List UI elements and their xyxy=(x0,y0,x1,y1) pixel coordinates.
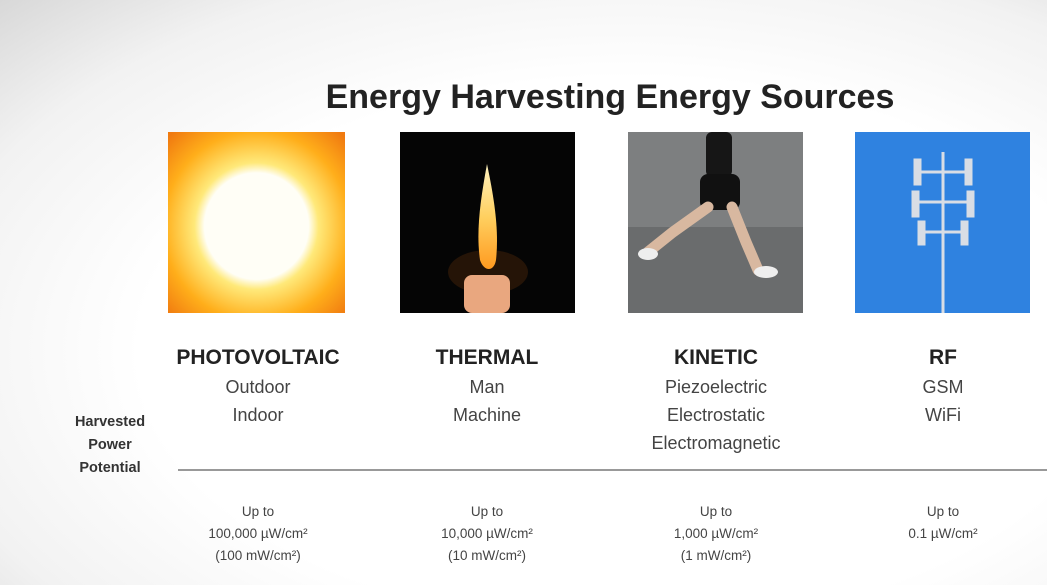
source-item: GSM xyxy=(922,377,964,397)
power-text: 100,000 µW/cm² xyxy=(208,526,308,541)
divider xyxy=(178,469,1047,471)
power-text: 10,000 µW/cm² xyxy=(441,526,533,541)
source-name: RF xyxy=(929,346,957,369)
power-text: 1,000 µW/cm² xyxy=(673,526,759,541)
power-text: (1 mW/cm²) xyxy=(680,548,752,563)
power-text: Up to xyxy=(241,504,275,519)
candle-image xyxy=(400,132,575,313)
power-text: (10 mW/cm²) xyxy=(448,548,526,563)
source-name: THERMAL xyxy=(435,346,539,369)
source-item: Machine xyxy=(452,405,522,425)
slide-title: Energy Harvesting Energy Sources xyxy=(325,78,895,116)
side-label: Harvested xyxy=(74,414,146,430)
source-item: WiFi xyxy=(925,405,961,425)
power-text: Up to xyxy=(699,504,733,519)
rf-tower-image xyxy=(855,132,1030,313)
side-label: Potential xyxy=(79,460,141,476)
source-item: Electromagnetic xyxy=(651,433,781,453)
runner-image xyxy=(628,132,803,313)
source-name: KINETIC xyxy=(674,346,758,369)
source-item: Indoor xyxy=(232,405,284,425)
power-text: 0.1 µW/cm² xyxy=(908,526,978,541)
source-item: Man xyxy=(469,377,505,397)
power-text: Up to xyxy=(926,504,960,519)
source-name: PHOTOVOLTAIC xyxy=(176,346,340,369)
source-item: Outdoor xyxy=(225,377,291,397)
power-text: Up to xyxy=(470,504,504,519)
sun-image xyxy=(168,132,345,313)
source-item: Piezoelectric xyxy=(664,377,768,397)
power-text: (100 mW/cm²) xyxy=(215,548,301,563)
side-label: Power xyxy=(88,437,132,453)
source-item: Electrostatic xyxy=(666,405,766,425)
